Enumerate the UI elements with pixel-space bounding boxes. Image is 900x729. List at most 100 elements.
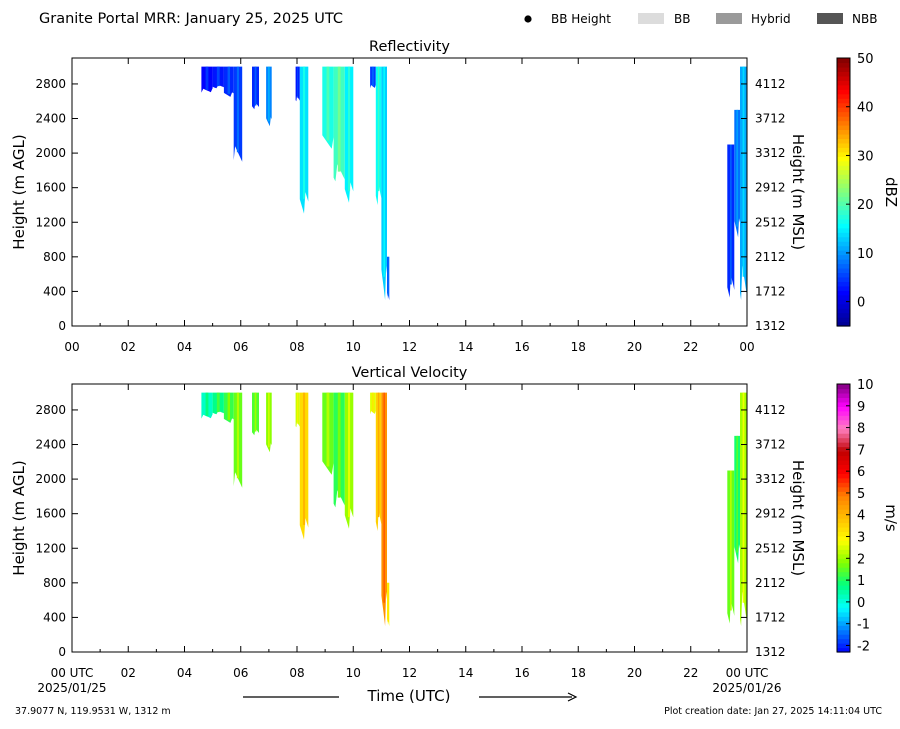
colorbar-label: m/s: [882, 504, 900, 532]
y2-axis-label: Height (m MSL): [789, 460, 807, 576]
y-tick-label: 0: [58, 319, 66, 333]
legend-swatch-bb: [638, 13, 664, 24]
start-date-label: 2025/01/25: [37, 681, 106, 695]
y-axis-label: Height (m AGL): [10, 460, 28, 575]
y-tick-label: 800: [43, 576, 66, 590]
legend-label-bb-height: BB Height: [551, 12, 611, 26]
y2-tick-label: 2112: [755, 250, 786, 264]
x-tick-label: 06: [233, 666, 248, 680]
x-tick-label: 10: [346, 340, 361, 354]
colorbar-segment: [837, 468, 850, 474]
y2-tick-label: 2112: [755, 576, 786, 590]
colorbar-segment: [837, 200, 850, 206]
colorbar-segment: [837, 93, 850, 99]
colorbar-segment: [837, 571, 850, 577]
colorbar-segment: [837, 647, 850, 653]
x-tick-label: 08: [289, 340, 304, 354]
colorbar-segment: [837, 535, 850, 541]
x-axis-label: Time (UTC): [367, 687, 451, 705]
colorbar-segment: [837, 290, 850, 296]
y2-tick-label: 3312: [755, 472, 786, 486]
legend-label-hybrid: Hybrid: [751, 12, 791, 26]
colorbar-segment: [837, 209, 850, 215]
colorbar-segment: [837, 477, 850, 483]
colorbar-segment: [837, 281, 850, 287]
plot-creation-date: Plot creation date: Jan 27, 2025 14:11:0…: [664, 706, 882, 717]
y-tick-label: 1600: [35, 181, 66, 195]
colorbar-segment: [837, 294, 850, 300]
y2-tick-label: 3312: [755, 146, 786, 160]
colorbar-segment: [837, 250, 850, 256]
colorbar-segment: [837, 428, 850, 434]
y-axis-label: Height (m AGL): [10, 134, 28, 249]
colorbar-tick-label: -1: [857, 618, 870, 633]
time-arrow-head: [567, 692, 578, 702]
x-tick-label: 08: [289, 666, 304, 680]
colorbar-segment: [837, 227, 850, 233]
colorbar-segment: [837, 486, 850, 492]
y-tick-label: 2400: [35, 438, 66, 452]
y2-tick-label: 2912: [755, 181, 786, 195]
colorbar-segment: [837, 634, 850, 640]
y2-tick-label: 4112: [755, 403, 786, 417]
legend-swatch-nbb: [817, 13, 843, 24]
colorbar-segment: [837, 638, 850, 644]
colorbar-segment: [837, 509, 850, 515]
colorbar-segment: [837, 138, 850, 144]
colorbar-segment: [837, 464, 850, 470]
colorbar-segment: [837, 392, 850, 398]
colorbar-segment: [837, 625, 850, 631]
legend: BB Height BB Hybrid NBB: [524, 12, 877, 26]
colorbar-segment: [837, 531, 850, 537]
x-tick-label: 14: [458, 340, 473, 354]
colorbar-segment: [837, 245, 850, 251]
figure-footer: 2025/01/25 2025/01/26 Time (UTC) 37.9077…: [15, 681, 882, 717]
colorbar-segment: [837, 160, 850, 166]
colorbar-segment: [837, 312, 850, 318]
x-tick-label: 12: [402, 340, 417, 354]
colorbar-segment: [837, 562, 850, 568]
x-tick-label: 22: [683, 340, 698, 354]
y2-tick-label: 1312: [755, 645, 786, 659]
y-tick-label: 1600: [35, 507, 66, 521]
colorbar-segment: [837, 107, 850, 113]
plot-frame: [71, 57, 748, 327]
y-tick-label: 2000: [35, 472, 66, 486]
colorbar-segment: [837, 183, 850, 189]
colorbar-segment: [837, 401, 850, 407]
colorbar-segment: [837, 526, 850, 532]
colorbar-segment: [837, 321, 850, 327]
colorbar-segment: [837, 459, 850, 465]
colorbar-segment: [837, 133, 850, 139]
colorbar-segment: [837, 643, 850, 649]
x-tick-label: 00 UTC: [726, 666, 769, 680]
x-tick-label: 02: [121, 340, 136, 354]
colorbar: -2 -1 0 1 2 3 4 5 6 7 8 9 10 m/s: [836, 378, 900, 654]
legend-label-bb: BB: [674, 12, 690, 26]
colorbar-segment: [837, 147, 850, 153]
y-tick-label: 1200: [35, 541, 66, 555]
colorbar-segment: [837, 218, 850, 224]
colorbar-tick-label: 50: [857, 52, 874, 67]
y-tick-label: 0: [58, 645, 66, 659]
colorbar-segment: [837, 102, 850, 108]
colorbar-tick-label: 30: [857, 149, 874, 164]
colorbar-segment: [837, 267, 850, 273]
colorbar-segment: [837, 540, 850, 546]
colorbar-segment: [837, 98, 850, 104]
colorbar-tick-label: 10: [857, 378, 874, 393]
colorbar-tick-label: 3: [857, 531, 865, 546]
colorbar-segment: [837, 317, 850, 323]
colorbar-tick-label: 6: [857, 465, 865, 480]
colorbar-segment: [837, 384, 850, 390]
y-tick-label: 2000: [35, 146, 66, 160]
colorbar-tick-label: 40: [857, 101, 874, 116]
colorbar-segment: [837, 125, 850, 131]
colorbar-segment: [837, 272, 850, 278]
colorbar-segment: [837, 482, 850, 488]
colorbar-segment: [837, 169, 850, 175]
colorbar-segment: [837, 410, 850, 416]
colorbar-segment: [837, 276, 850, 282]
